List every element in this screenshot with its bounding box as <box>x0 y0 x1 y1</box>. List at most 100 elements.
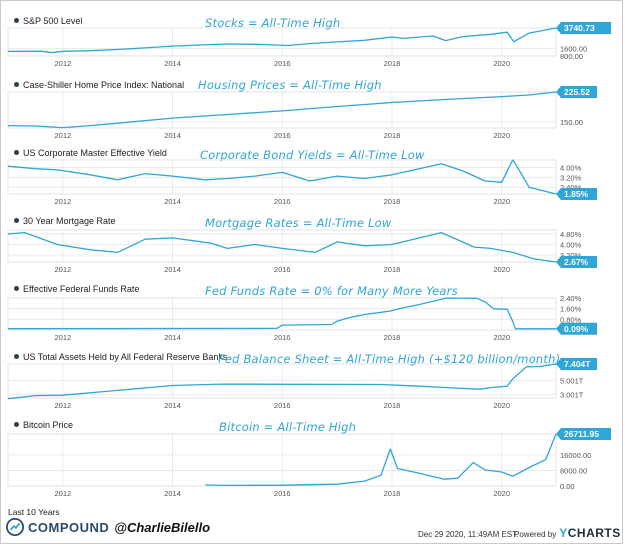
series-line <box>7 231 557 263</box>
timestamp: Dec 29 2020, 11:49AM EST. <box>418 530 519 539</box>
chart-annotation: Fed Balance Sheet = All-Time High (+$120… <box>218 352 561 366</box>
x-tick-label: 2020 <box>493 59 510 68</box>
series-line <box>205 433 557 487</box>
callout-box <box>556 86 597 98</box>
chart-plot: 2012 2014 2016 2018 2020 150.00 225.52 <box>7 86 597 140</box>
series-line <box>7 297 556 330</box>
grid <box>7 91 557 129</box>
last-value-callout: 225.52 <box>556 86 597 98</box>
x-tick-label: 2014 <box>164 265 181 274</box>
brand-name: COMPOUND <box>28 519 110 535</box>
x-tick-label: 2012 <box>55 197 72 206</box>
x-tick-label: 2018 <box>384 265 401 274</box>
chart-title: S&P 500 Level <box>14 16 82 26</box>
last-value-callout: 3740.73 <box>556 22 611 34</box>
x-tick-label: 2014 <box>164 59 181 68</box>
x-tick-label: 2018 <box>384 333 401 342</box>
x-tick-label: 2016 <box>274 131 291 140</box>
callout-box <box>556 428 611 440</box>
y-tick-label: 3.20% <box>560 173 582 182</box>
chart-plot: 2012 2014 2016 2018 2020 16000.00 8000.00 0.00 2… <box>7 428 611 498</box>
callout-box <box>556 256 597 268</box>
x-tick-label: 2020 <box>493 401 510 410</box>
x-tick-label: 2018 <box>384 59 401 68</box>
y-tick-label: 0.00 <box>560 482 575 491</box>
chart-annotation: Mortgage Rates = All-Time Low <box>205 216 392 230</box>
y-tick-label: 150.00 <box>560 118 583 127</box>
y-tick-label: 0.80% <box>560 315 582 324</box>
grid <box>7 297 557 331</box>
series-line <box>7 27 557 54</box>
y-tick-label: 4.00% <box>560 163 582 172</box>
callout-box <box>556 188 597 200</box>
grid <box>7 229 557 263</box>
x-tick-label: 2016 <box>274 265 291 274</box>
x-tick-label: 2014 <box>164 197 181 206</box>
series-line <box>7 91 557 129</box>
chart-annotation: Corporate Bond Yields = All-Time Low <box>200 148 425 162</box>
grid <box>7 433 557 487</box>
powered-by-label: Powered by <box>514 530 557 539</box>
last-value-callout: 26711.95 <box>556 428 611 440</box>
x-tick-label: 2012 <box>55 131 72 140</box>
ycharts-credit: Powered by YCHARTS <box>514 526 621 540</box>
x-tick-label: 2014 <box>164 401 181 410</box>
series-line <box>7 363 557 400</box>
last-value-label: 3740.73 <box>564 23 595 33</box>
chart-plot: 2012 2014 2016 2018 2020 4.00%3.20%2.40%1.85% <box>7 159 597 206</box>
ycharts-logo-y: Y <box>559 526 568 540</box>
last-value-label: 26711.95 <box>564 429 599 439</box>
last-value-label: 0.09% <box>564 324 589 334</box>
x-tick-label: 2018 <box>384 131 401 140</box>
y-tick-label: 4.00% <box>560 240 582 249</box>
x-tick-label: 2020 <box>493 489 510 498</box>
brand-handle: @CharlieBilello <box>114 519 211 535</box>
y-tick-label: 1600.00 <box>560 44 587 53</box>
last-value-callout: 7.404T <box>556 358 597 370</box>
y-tick-label: 16000.00 <box>560 451 591 460</box>
x-tick-label: 2014 <box>164 489 181 498</box>
x-tick-label: 2016 <box>274 59 291 68</box>
chart-title: Effective Federal Funds Rate <box>14 284 139 294</box>
x-tick-label: 2012 <box>55 59 72 68</box>
series-line <box>7 159 557 195</box>
x-tick-label: 2012 <box>55 401 72 410</box>
chart-plot: 2012 2014 2016 2018 2020 4.80%4.00% 3.20%2.67% <box>7 229 597 274</box>
last-value-callout: 0.09% <box>556 322 597 335</box>
x-tick-label: 2018 <box>384 401 401 410</box>
y-tick-label: 3.20% <box>560 251 582 260</box>
x-tick-label: 2020 <box>493 131 510 140</box>
grid <box>7 27 557 57</box>
y-tick-label: 800.00 <box>560 52 583 61</box>
y-tick-label: 4.80% <box>560 230 582 239</box>
x-tick-label: 2016 <box>274 401 291 410</box>
chart-annotation: Fed Funds Rate = 0% for Many More Years <box>205 284 458 298</box>
last-value-callout: 2.67% <box>556 256 597 268</box>
chart-plot: 2012 2014 2016 2018 2020 2.40% 1.60%0.80%0.09% <box>7 294 597 342</box>
x-tick-label: 2012 <box>55 333 72 342</box>
x-tick-label: 2018 <box>384 197 401 206</box>
last-value-label: 2.67% <box>564 257 589 267</box>
chart-title: US Total Assets Held by All Federal Rese… <box>14 352 227 362</box>
y-tick-label: 2.40% <box>560 183 582 192</box>
callout-box <box>556 358 597 370</box>
chart-annotation: Stocks = All-Time High <box>205 16 341 30</box>
x-tick-label: 2016 <box>274 197 291 206</box>
x-tick-label: 2012 <box>55 489 72 498</box>
last-value-label: 225.52 <box>564 87 590 97</box>
chart-annotation: Housing Prices = All-Time High <box>198 78 382 92</box>
grid <box>7 159 557 195</box>
x-tick-label: 2020 <box>493 265 510 274</box>
chart-title: Case-Shiller Home Price Index: National <box>14 80 184 90</box>
x-tick-label: 2020 <box>493 197 510 206</box>
ycharts-logo-rest: CHARTS <box>567 526 621 540</box>
brand: COMPOUND @CharlieBilello <box>6 518 210 536</box>
x-tick-label: 2014 <box>164 131 181 140</box>
y-tick-label: 3.001T <box>560 391 584 400</box>
last-value-label: 7.404T <box>564 359 591 369</box>
last-value-callout: 1.85% <box>556 188 597 200</box>
chart-annotation: Bitcoin = All-Time High <box>219 420 357 434</box>
x-tick-label: 2016 <box>274 333 291 342</box>
